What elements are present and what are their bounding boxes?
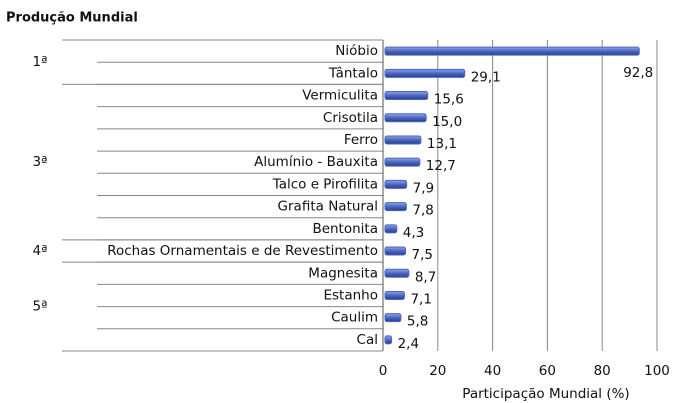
group-label: 1ª bbox=[33, 54, 48, 70]
x-tick-label: 100 bbox=[644, 363, 670, 379]
bar bbox=[384, 202, 407, 212]
x-tick-label: 0 bbox=[379, 363, 388, 379]
bar bbox=[384, 157, 421, 167]
y-tick-label: Ferro bbox=[344, 132, 378, 148]
bar bbox=[384, 335, 393, 345]
bar bbox=[384, 91, 429, 101]
y-tick-label: Estanho bbox=[323, 287, 378, 303]
bar bbox=[384, 46, 640, 56]
y-tick-label: Caulim bbox=[331, 310, 378, 326]
y-tick-label: Cal bbox=[357, 332, 378, 348]
x-axis-label: Participação Mundial (%) bbox=[462, 386, 629, 402]
y-tick-label: Magnesita bbox=[308, 265, 378, 281]
bar bbox=[384, 68, 466, 78]
group-label: 3ª bbox=[33, 154, 48, 170]
group-label: 4ª bbox=[33, 243, 48, 259]
y-tick-label: Grafita Natural bbox=[278, 199, 378, 215]
x-tick-label: 60 bbox=[539, 363, 556, 379]
value-label: 12,7 bbox=[426, 158, 456, 174]
bar bbox=[384, 268, 410, 278]
value-label: 29,1 bbox=[471, 69, 501, 85]
value-label: 15,6 bbox=[434, 92, 464, 108]
value-label: 7,8 bbox=[412, 203, 433, 219]
x-tick-label: 80 bbox=[594, 363, 611, 379]
y-tick-label: Crisotila bbox=[323, 110, 378, 126]
y-tick-label: Tântalo bbox=[328, 65, 378, 81]
value-label: 8,7 bbox=[415, 269, 436, 285]
bar bbox=[384, 113, 427, 123]
bar bbox=[384, 179, 408, 189]
bar bbox=[384, 313, 402, 323]
y-tick-label: Bentonita bbox=[312, 221, 378, 237]
bar bbox=[384, 224, 398, 234]
value-label: 92,8 bbox=[623, 65, 653, 81]
x-tick-label: 20 bbox=[429, 363, 446, 379]
bar bbox=[384, 290, 405, 300]
x-tick-label: 40 bbox=[484, 363, 501, 379]
value-label: 2,4 bbox=[398, 336, 419, 352]
value-label: 4,3 bbox=[403, 225, 424, 241]
value-label: 7,5 bbox=[412, 247, 433, 263]
value-label: 7,9 bbox=[413, 180, 434, 196]
value-label: 13,1 bbox=[427, 136, 457, 152]
y-tick-label: Rochas Ornamentais e de Revestimento bbox=[107, 243, 378, 259]
y-tick-label: Nióbio bbox=[335, 43, 378, 59]
value-label: 5,8 bbox=[407, 314, 428, 330]
value-label: 15,0 bbox=[432, 114, 462, 130]
chart-title: Produção Mundial bbox=[6, 11, 138, 26]
value-label: 7,1 bbox=[410, 291, 431, 307]
y-tick-label: Talco e Pirofilita bbox=[272, 176, 378, 192]
bar bbox=[384, 246, 407, 256]
bar bbox=[384, 135, 422, 145]
y-tick-label: Alumínio - Bauxita bbox=[254, 154, 378, 170]
y-tick-label: Vermiculita bbox=[302, 88, 378, 104]
group-label: 5ª bbox=[33, 299, 48, 315]
